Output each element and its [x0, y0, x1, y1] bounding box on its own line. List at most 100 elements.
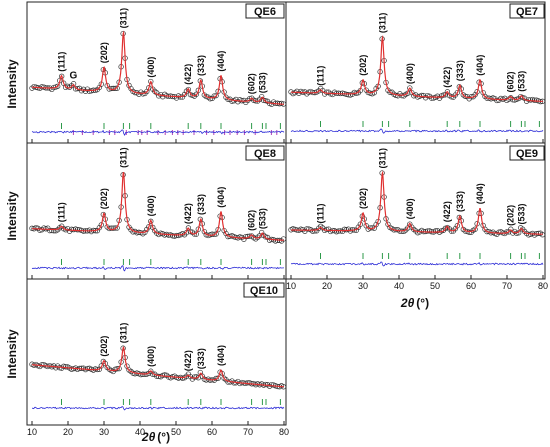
peak-label: (333): [196, 194, 206, 215]
observed-point: [61, 363, 67, 369]
observed-point: [37, 227, 43, 233]
observed-point: [112, 85, 118, 92]
calculated-profile-qe9: [291, 170, 543, 235]
observed-point: [339, 90, 346, 96]
y-axis-label-row3: Intensity: [5, 329, 19, 379]
peak-label: (111): [57, 52, 67, 72]
peak-label: (422): [442, 67, 452, 88]
peak-label: (533): [516, 71, 526, 92]
panel-qe10: (202) (311) (400) (422) (333) (404) 10 20 30 40 50…: [27, 282, 289, 437]
observed-point: [59, 73, 65, 79]
observed-point: [407, 85, 413, 91]
peak-label: (422): [183, 203, 193, 224]
peak-label: (404): [216, 51, 226, 72]
peak-label: (533): [257, 208, 267, 229]
x-tick-label: 30: [99, 427, 109, 437]
observed-point: [280, 236, 287, 242]
observed-point: [312, 228, 318, 234]
observed-point: [424, 228, 431, 234]
observed-point: [419, 92, 425, 99]
panel-tag-box-qe10: [243, 282, 285, 298]
peak-label: (202): [99, 188, 109, 209]
peak-label: (422): [442, 201, 452, 222]
observed-point: [106, 225, 112, 232]
observed-point: [61, 80, 67, 86]
observed-point: [207, 96, 213, 102]
panel-tag-box-qe9: [509, 145, 545, 161]
observed-point: [472, 226, 478, 232]
observed-point: [70, 81, 77, 87]
peak-label: (111): [57, 202, 67, 222]
panel-tag-qe8: QE8: [254, 148, 276, 160]
peak-label: (602): [247, 73, 257, 94]
peak-label: (333): [196, 55, 206, 76]
observed-point: [310, 228, 316, 234]
peak-label: (400): [405, 63, 415, 84]
panel-qe6: (111)G (202) (311) (400) (422) (333) (404) (602…: [29, 3, 287, 143]
observed-point: [146, 224, 152, 230]
panel-tag-qe9: QE9: [516, 148, 538, 160]
panel-tag-box-qe8: [245, 145, 285, 161]
peak-label: (404): [216, 345, 226, 366]
panel-tag-box-qe6: [245, 3, 285, 19]
peak-label: (311): [377, 148, 387, 169]
peak-label: (202): [99, 42, 109, 63]
panel-tag-qe7: QE7: [516, 6, 538, 18]
observed-point: [148, 78, 154, 85]
y-axis-label-row2: Intensity: [5, 191, 19, 241]
observed-point: [237, 234, 243, 240]
panel-qe8: (111) (202) (311) (400) (422) (333) (404) (602)…: [29, 145, 287, 279]
observed-point: [116, 365, 122, 372]
panel-qe9: (111) (202) (311) (400) (422) (333) (404) (202)…: [286, 145, 548, 291]
x-tick-label: 10: [286, 281, 296, 291]
peak-label: (400): [146, 57, 156, 78]
panel-tag-box-qe7: [509, 3, 545, 19]
observed-point: [514, 230, 520, 236]
observed-point: [195, 226, 201, 232]
calculated-profile-qe8: [32, 171, 285, 241]
peak-label: (202): [506, 205, 516, 226]
observed-point: [213, 92, 219, 99]
peak-label: (404): [475, 183, 485, 204]
difference-curve-qe6: [31, 129, 285, 137]
observed-point: [428, 95, 435, 101]
x-tick-label: 30: [358, 281, 368, 291]
panel-frame-qe10: [26, 278, 287, 426]
observed-point: [213, 231, 219, 237]
peak-label: (422): [183, 64, 193, 85]
observed-point: [39, 84, 45, 90]
observed-point: [341, 226, 348, 232]
panel-tag-qe6: QE6: [254, 6, 276, 18]
observed-point: [191, 93, 198, 99]
x-tick-label: 40: [394, 281, 404, 291]
observed-point: [98, 363, 104, 369]
panel-qe7: (111) (202) (311) (400) (422) (333) (404) (602)…: [288, 3, 546, 143]
observed-point: [49, 227, 55, 234]
observed-point: [74, 227, 81, 233]
observed-point: [152, 371, 158, 377]
difference-curve-qe10: [31, 406, 285, 411]
x-tick-label: 20: [322, 281, 332, 291]
peak-label: (422): [183, 350, 193, 371]
observed-point: [345, 92, 352, 98]
panels-layer: (111)G(202)(311)(400) (422) (333) (404)(602…: [27, 3, 548, 437]
x-tick-label: 40: [135, 427, 145, 437]
observed-point: [55, 83, 61, 89]
observed-point: [298, 226, 304, 232]
peak-label: (202): [358, 188, 368, 209]
observed-point: [84, 365, 91, 372]
x-axis-label-qe9: 2θ (°): [400, 296, 429, 310]
observed-point: [185, 86, 192, 93]
peak-label: (400): [146, 346, 156, 367]
peak-label: (311): [377, 13, 387, 34]
observed-point: [531, 97, 538, 103]
peak-label: (404): [216, 187, 226, 208]
observed-point: [213, 375, 219, 382]
observed-point: [268, 381, 275, 388]
observed-points-qe7: [288, 36, 546, 105]
peak-label: (533): [516, 203, 526, 224]
observed-point: [51, 228, 57, 234]
observed-point: [454, 89, 460, 96]
peak-label: (111): [316, 66, 326, 86]
